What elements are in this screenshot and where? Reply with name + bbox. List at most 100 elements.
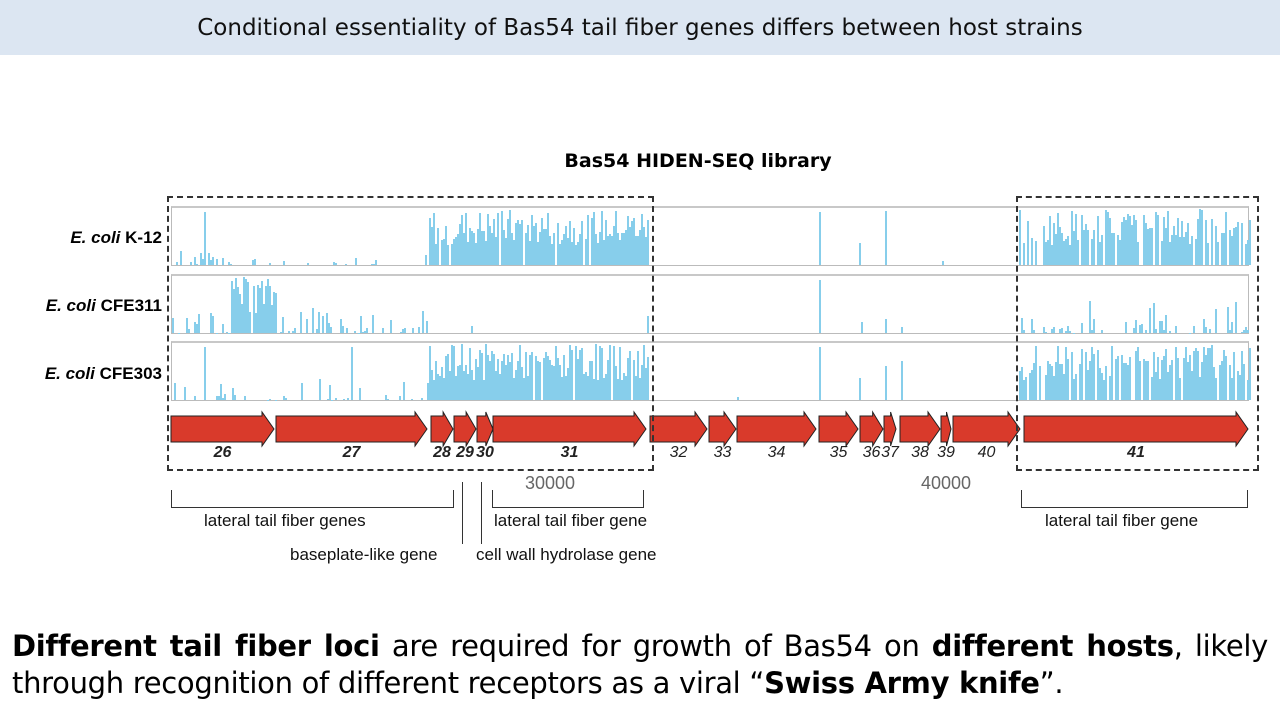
insertion-bar xyxy=(312,307,314,333)
insertion-bar xyxy=(1063,373,1065,400)
insertion-bar xyxy=(202,258,204,265)
insertion-bar xyxy=(1105,366,1107,400)
insertion-bar xyxy=(609,233,611,265)
insertion-bar xyxy=(541,217,543,265)
insertion-bar xyxy=(537,242,539,265)
insertion-bar xyxy=(543,229,545,265)
insertion-bar xyxy=(208,252,210,265)
insertion-bar xyxy=(513,378,515,400)
strain: CFE303 xyxy=(99,364,162,383)
strain: CFE311 xyxy=(100,296,162,315)
insertion-bar xyxy=(382,328,384,333)
insertion-bar xyxy=(1207,348,1209,400)
insertion-bar xyxy=(581,221,583,265)
insertion-bar xyxy=(509,361,511,400)
insertion-bar xyxy=(285,398,287,400)
label-hydrolase: cell wall hydrolase gene xyxy=(476,545,657,564)
insertion-bar xyxy=(1231,321,1233,333)
insertion-bar xyxy=(1197,350,1199,400)
insertion-bar xyxy=(1201,209,1203,265)
insertion-bar xyxy=(517,219,519,265)
insertion-bar xyxy=(1237,370,1239,400)
insertion-bar xyxy=(212,315,214,333)
insertion-bar xyxy=(1019,209,1021,265)
insertion-bar xyxy=(1231,236,1233,265)
insertion-bar xyxy=(451,344,453,400)
insertion-bar xyxy=(1141,324,1143,333)
insertion-bar xyxy=(629,226,631,265)
insertion-bar xyxy=(1143,358,1145,400)
insertion-bar xyxy=(1249,348,1251,400)
insertion-bar xyxy=(228,262,230,265)
insertion-bar xyxy=(1087,229,1089,265)
label-baseplate: baseplate-like gene xyxy=(290,545,438,564)
insertion-bar xyxy=(1053,376,1055,400)
insertion-bar xyxy=(517,361,519,400)
gene-label: 34 xyxy=(767,444,786,461)
insertion-bar xyxy=(1137,241,1139,265)
insertion-bar xyxy=(433,380,435,400)
insertion-bar xyxy=(1199,209,1201,265)
insertion-bar xyxy=(1133,327,1135,333)
insertion-bar xyxy=(347,397,349,400)
insertion-bar xyxy=(605,219,607,265)
insertion-bar xyxy=(901,360,903,400)
gene-label: 37 xyxy=(881,444,899,461)
insertion-bar xyxy=(1079,364,1081,400)
insertion-bar xyxy=(623,373,625,400)
insertion-bar xyxy=(1135,351,1137,400)
insertion-bar xyxy=(371,263,373,265)
insertion-bar xyxy=(615,211,617,265)
insertion-bar xyxy=(515,222,517,265)
insertion-bar xyxy=(204,211,206,265)
insertion-bar xyxy=(617,232,619,265)
insertion-bar xyxy=(257,285,259,333)
insertion-bar xyxy=(1149,227,1151,265)
insertion-bar xyxy=(180,250,182,265)
insertion-bar xyxy=(509,210,511,265)
insertion-bar xyxy=(571,350,573,400)
insertion-bar xyxy=(527,375,529,400)
insertion-bar xyxy=(435,243,437,265)
insertion-bar xyxy=(234,395,236,400)
insertion-bar xyxy=(1019,371,1021,400)
insertion-bar xyxy=(469,348,471,400)
insertion-bar xyxy=(1177,217,1179,265)
insertion-bar xyxy=(485,344,487,400)
track-label-cfe303: E. coli CFE303 xyxy=(2,364,162,384)
insertion-bar xyxy=(1203,347,1205,400)
insertion-bar xyxy=(585,239,587,265)
insertion-bar xyxy=(1245,244,1247,265)
insertion-bar xyxy=(1145,361,1147,400)
insertion-bar xyxy=(435,360,437,400)
insertion-bar xyxy=(1205,354,1207,400)
insertion-bar xyxy=(1163,356,1165,400)
insertion-bar xyxy=(1241,350,1243,400)
insertion-bar xyxy=(1235,302,1237,333)
insertion-bar xyxy=(194,396,196,400)
emph: Swiss Army knife xyxy=(764,666,1040,700)
insertion-bar xyxy=(597,243,599,265)
insertion-bar xyxy=(525,352,527,400)
gene-label: 39 xyxy=(937,444,955,461)
insertion-bar xyxy=(362,332,364,333)
insertion-bar xyxy=(625,230,627,265)
insertion-bar xyxy=(1065,330,1067,333)
insertion-bar xyxy=(1163,329,1165,333)
insertion-bar xyxy=(404,327,406,333)
insertion-bar xyxy=(1161,321,1163,333)
insertion-bar xyxy=(463,371,465,400)
insertion-bar xyxy=(1125,220,1127,265)
insertion-bar xyxy=(467,242,469,265)
insertion-bar xyxy=(1165,228,1167,265)
insertion-bar xyxy=(1059,226,1061,265)
gene-label: 28 xyxy=(433,444,451,461)
insertion-bar xyxy=(497,213,499,265)
insertion-bar xyxy=(1031,319,1033,333)
insertion-bar xyxy=(645,368,647,400)
gene-label: 32 xyxy=(669,444,688,461)
insertion-bar xyxy=(1087,370,1089,400)
insertion-bar xyxy=(1059,363,1061,400)
insertion-bar xyxy=(319,378,321,400)
